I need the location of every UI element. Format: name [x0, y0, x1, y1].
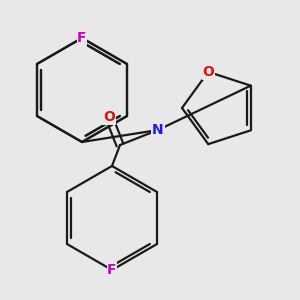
Text: F: F: [107, 263, 117, 277]
Text: O: O: [202, 65, 214, 79]
Text: N: N: [152, 123, 164, 137]
Text: F: F: [77, 31, 87, 45]
Text: O: O: [103, 110, 115, 124]
